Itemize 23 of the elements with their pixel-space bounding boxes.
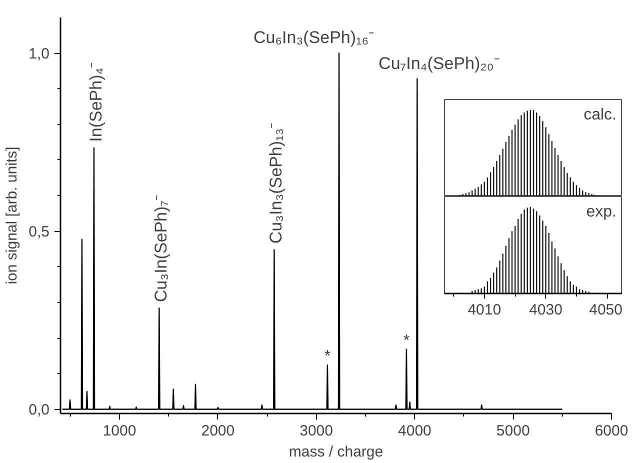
y-tick-label: 0,5	[28, 224, 50, 241]
annotation: Cu₆In₃(SePh)₁₆⁻	[253, 28, 375, 48]
x-tick-label: 3000	[300, 422, 334, 440]
x-tick-label: 4000	[398, 422, 432, 440]
annotation: *	[403, 332, 410, 350]
annotation: Cu₃In(SePh)₇⁻	[152, 194, 171, 302]
x-tick-label: 6000	[594, 422, 628, 440]
x-tick-label: 1000	[102, 422, 136, 440]
annotation: calc.	[584, 106, 617, 124]
annotation: In(SePh)₄⁻	[86, 62, 106, 142]
x-tick-label: 4030	[529, 302, 562, 318]
y-axis-title: ion signal [arb. units]	[4, 146, 21, 284]
annotation: Cu₇In₄(SePh)₂₀⁻	[378, 54, 500, 73]
x-tick-label: 2000	[201, 422, 235, 440]
annotation: exp.	[586, 204, 617, 220]
annotation: Cu₃In₃(SePh)₁₃⁻	[266, 122, 286, 244]
x-tick-label: 4010	[468, 302, 502, 318]
y-tick-label: 1,0	[28, 46, 50, 63]
x-tick-label: 5000	[496, 422, 530, 440]
annotation: *	[324, 348, 331, 366]
x-axis-title: mass / charge	[288, 444, 384, 460]
x-tick-label: 4050	[589, 302, 623, 318]
y-tick-label: 0,0	[28, 402, 50, 419]
